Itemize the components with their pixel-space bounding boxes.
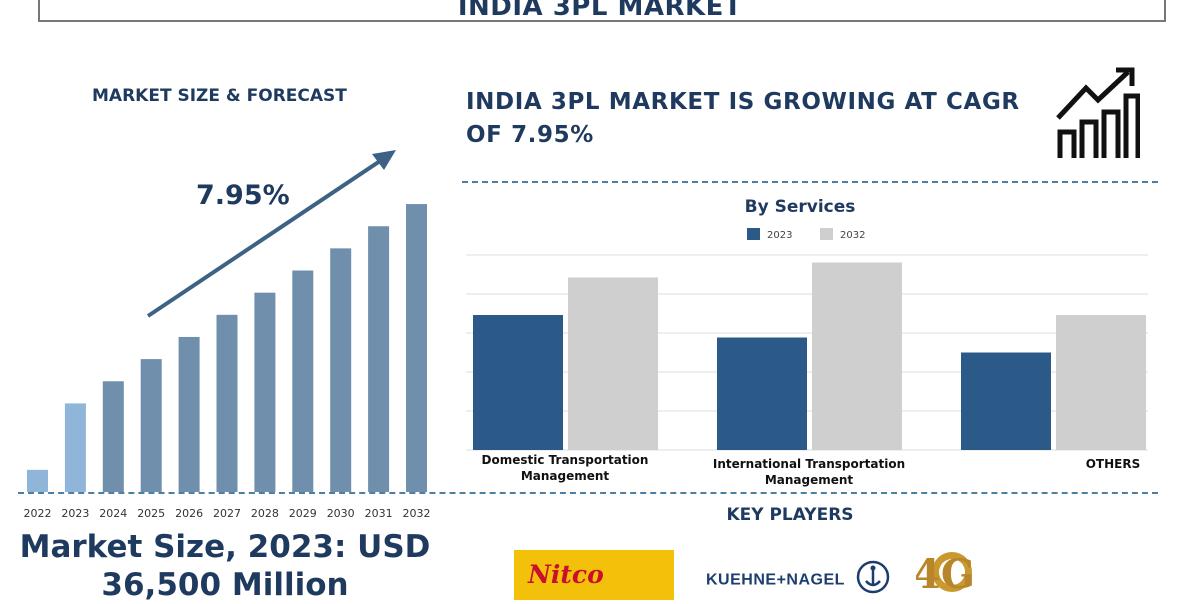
forecast-tick-2029: 2029	[289, 507, 317, 520]
nitco-logo-text: Nitco	[528, 560, 604, 589]
forecast-tick-2027: 2027	[213, 507, 241, 520]
market-forecast-chart: 2022 2023 2024 2025 2026 2027 2028 2029 2030 2031…	[24, 150, 431, 520]
forty-logo-text: 4G	[916, 551, 975, 598]
kuehne-nagel-logo-text: KUEHNE+NAGEL	[706, 571, 845, 589]
services-bar-1-2023	[473, 315, 563, 450]
services-bar-chart: By Services 2023 2032 Domestic Transport…	[466, 197, 1148, 487]
key-players-title: KEY PLAYERS	[726, 505, 854, 525]
forecast-bar-2022	[27, 469, 48, 492]
forecast-tick-2030: 2030	[327, 507, 355, 520]
cagr-headline: INDIA 3PL MARKET IS GROWING AT CAGR OF 7…	[466, 86, 1066, 152]
services-category-label-2: International Transportation Management	[713, 457, 905, 487]
forty-logo: 4G	[916, 551, 975, 598]
title-banner	[38, 0, 1166, 22]
kuehne-nagel-logo: KUEHNE+NAGEL	[706, 560, 890, 594]
forecast-bar-2029	[292, 270, 314, 492]
divider-bottom	[18, 492, 1158, 494]
forecast-tick-2025: 2025	[137, 507, 165, 520]
forecast-tick-2023: 2023	[61, 507, 89, 520]
market-size-title: MARKET SIZE & FORECAST	[92, 86, 347, 106]
forecast-tick-2031: 2031	[365, 507, 393, 520]
market-size-line-1: Market Size, 2023: USD	[19, 529, 431, 565]
market-size-line-2: 36,500 Million	[101, 567, 349, 603]
forecast-bar-2028	[254, 292, 276, 492]
services-bar-1-2032	[568, 277, 658, 450]
forecast-bar-2023	[64, 403, 86, 492]
forecast-arrowhead	[372, 150, 396, 170]
forecast-tick-2032: 2032	[403, 507, 431, 520]
services-chart-title: By Services	[745, 197, 856, 217]
services-bar-3-2032	[1056, 315, 1146, 450]
forecast-bar-2026	[178, 336, 200, 492]
page-title: INDIA 3PL MARKET	[457, 0, 743, 22]
forecast-tick-2024: 2024	[99, 507, 127, 520]
cagr-headline-line-2: OF 7.95%	[466, 122, 594, 148]
forecast-tick-2026: 2026	[175, 507, 203, 520]
services-category-label-1: Domestic Transportation Management	[482, 453, 649, 483]
forecast-bar-2032	[406, 204, 427, 492]
services-bar-3-2023	[961, 352, 1051, 450]
services-bar-2-2032	[812, 262, 902, 450]
forecast-bar-2030	[330, 248, 352, 492]
market-size-statement: Market Size, 2023: USD 36,500 Million	[0, 528, 450, 604]
forecast-bar-2025	[140, 359, 162, 492]
forecast-tick-2028: 2028	[251, 507, 279, 520]
legend-label-2032: 2032	[840, 230, 865, 241]
nitco-logo: Nitco	[514, 550, 674, 600]
services-category-label-3: OTHERS	[1086, 457, 1141, 471]
forecast-arrow	[146, 155, 388, 318]
anchor-icon	[856, 560, 890, 594]
growth-chart-icon	[1056, 67, 1140, 158]
cagr-headline-line-1: INDIA 3PL MARKET IS GROWING AT CAGR	[466, 89, 1020, 115]
forecast-tick-2022: 2022	[24, 507, 52, 520]
right-divider-top	[462, 181, 1158, 183]
cagr-annotation: 7.95%	[196, 180, 290, 211]
legend-swatch-2032	[820, 228, 833, 240]
forecast-bar-2031	[368, 226, 390, 492]
legend-label-2023: 2023	[767, 230, 792, 241]
legend-swatch-2023	[747, 228, 760, 240]
forecast-bar-2027	[216, 314, 238, 492]
forecast-bar-2024	[102, 381, 124, 492]
services-bar-2-2023	[717, 337, 807, 450]
